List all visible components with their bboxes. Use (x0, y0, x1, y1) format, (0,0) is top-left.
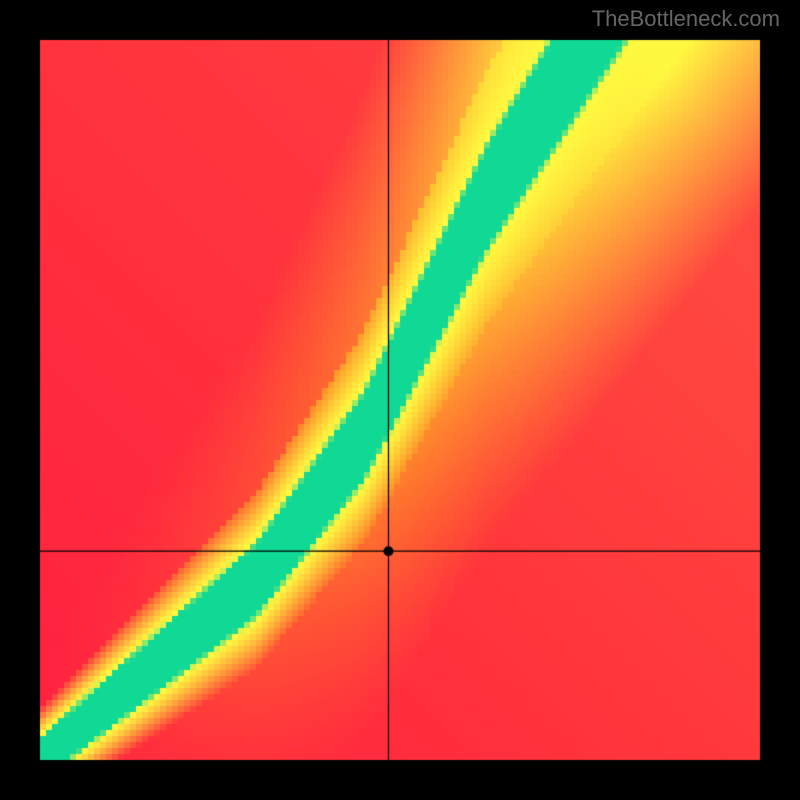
bottleneck-heatmap (0, 0, 800, 800)
watermark-text: TheBottleneck.com (592, 6, 780, 32)
chart-container: TheBottleneck.com (0, 0, 800, 800)
